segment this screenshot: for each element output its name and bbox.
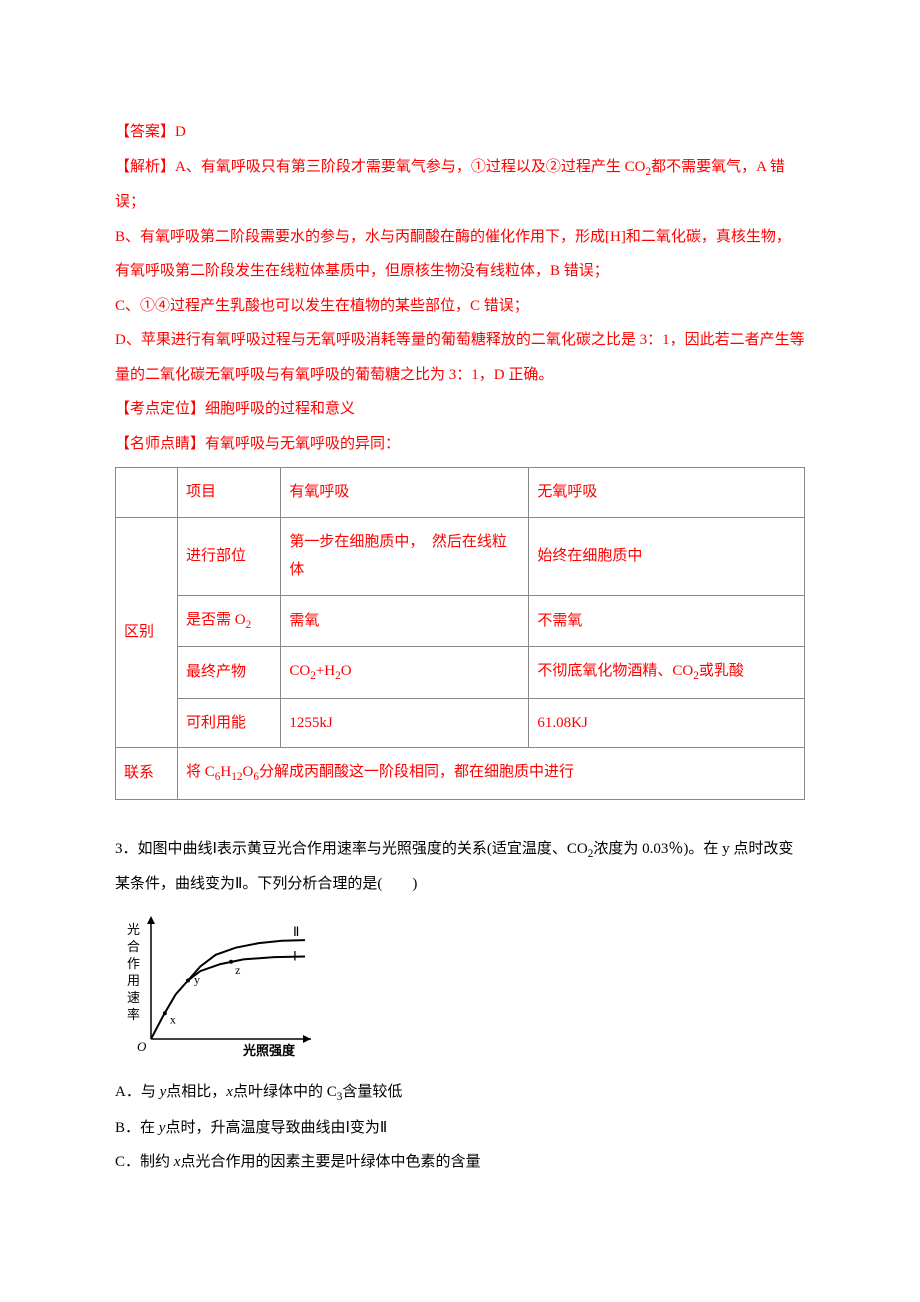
table-row: 可利用能 1255kJ 61.08KJ — [116, 698, 805, 748]
cell: 将 C6H12O6分解成丙酮酸这一阶段相同，都在细胞质中进行 — [178, 748, 805, 799]
text: O — [341, 663, 352, 679]
cell: 有氧呼吸 — [281, 468, 529, 518]
analysis-A: 【解析】A、有氧呼吸只有第三阶段才需要氧气参与，①过程以及②过程产生 CO2都不… — [115, 150, 805, 220]
text: CO — [289, 663, 310, 679]
table-row: 项目 有氧呼吸 无氧呼吸 — [116, 468, 805, 518]
svg-text:合: 合 — [127, 939, 140, 954]
cell: 1255kJ — [281, 698, 529, 748]
text: 含量较低 — [342, 1084, 402, 1100]
answer-label: 【答案】D — [115, 115, 805, 150]
svg-text:速: 速 — [127, 990, 140, 1005]
subscript: 2 — [246, 619, 252, 631]
analysis-B: B、有氧呼吸第二阶段需要水的参与，水与丙酮酸在酶的催化作用下，形成[H]和二氧化… — [115, 220, 805, 289]
chart-svg: 光合作用速率光照强度 O Ⅱ Ⅰx y z — [115, 912, 315, 1067]
text: 3．如图中曲线Ⅰ表示黄豆光合作用速率与光照强度的关系(适宜温度、CO — [115, 841, 588, 857]
svg-text:y: y — [194, 972, 200, 986]
cell — [116, 468, 178, 518]
table-row: 联系 将 C6H12O6分解成丙酮酸这一阶段相同，都在细胞质中进行 — [116, 748, 805, 799]
svg-text:O: O — [137, 1039, 147, 1054]
svg-text:Ⅱ: Ⅱ — [293, 924, 299, 939]
cell: 可利用能 — [178, 698, 281, 748]
cell: 不需氧 — [529, 595, 805, 646]
text: A、有氧呼吸只有第三阶段才需要氧气参与，①过程以及②过程产生 CO — [175, 159, 645, 175]
cell: 是否需 O2 — [178, 595, 281, 646]
text: 点叶绿体中的 C — [233, 1084, 337, 1100]
text: 分解成丙酮酸这一阶段相同，都在细胞质中进行 — [259, 764, 574, 780]
mingshi: 【名师点睛】有氧呼吸与无氧呼吸的异同： — [115, 427, 805, 462]
text: 不彻底氧化物酒精、CO — [537, 663, 693, 679]
subscript: 12 — [231, 771, 242, 783]
text: O — [242, 764, 253, 780]
cell: 61.08KJ — [529, 698, 805, 748]
q3-stem: 3．如图中曲线Ⅰ表示黄豆光合作用速率与光照强度的关系(适宜温度、CO2浓度为 0… — [115, 832, 805, 902]
cell: 联系 — [116, 748, 178, 799]
cell-group: 区别 — [116, 517, 178, 747]
text: 是否需 O — [186, 612, 246, 628]
analysis-C: C、①④过程产生乳酸也可以发生在植物的某些部位，C 错误； — [115, 289, 805, 324]
text: B．在 — [115, 1120, 159, 1136]
mingshi-label: 【名师点睛】 — [115, 436, 205, 452]
text: 点相比， — [166, 1084, 226, 1100]
table-row: 区别 进行部位 第一步在细胞质中， 然后在线粒体 始终在细胞质中 — [116, 517, 805, 595]
kaodian: 【考点定位】细胞呼吸的过程和意义 — [115, 392, 805, 427]
text: 将 C — [186, 764, 215, 780]
text: H — [220, 764, 231, 780]
q3-chart: 光合作用速率光照强度 O Ⅱ Ⅰx y z — [115, 912, 315, 1067]
svg-text:率: 率 — [127, 1007, 140, 1022]
cell: 始终在细胞质中 — [529, 517, 805, 595]
svg-text:作: 作 — [127, 956, 140, 971]
svg-text:z: z — [235, 963, 240, 977]
mingshi-text: 有氧呼吸与无氧呼吸的异同： — [205, 436, 400, 452]
comparison-table: 项目 有氧呼吸 无氧呼吸 区别 进行部位 第一步在细胞质中， 然后在线粒体 始终… — [115, 467, 805, 799]
kaodian-label: 【考点定位】 — [115, 401, 205, 417]
svg-text:Ⅰ: Ⅰ — [293, 948, 297, 963]
svg-text:光: 光 — [127, 922, 140, 937]
cell: 最终产物 — [178, 647, 281, 698]
kaodian-text: 细胞呼吸的过程和意义 — [205, 401, 355, 417]
cell: 需氧 — [281, 595, 529, 646]
q3-option-A: A．与 y点相比，x点叶绿体中的 C3含量较低 — [115, 1075, 805, 1111]
text: 点光合作用的因素主要是叶绿体中色素的含量 — [180, 1154, 480, 1170]
cell: 项目 — [178, 468, 281, 518]
q3-option-B: B．在 y点时，升高温度导致曲线由Ⅰ变为Ⅱ — [115, 1111, 805, 1146]
analysis-label: 【解析】 — [115, 159, 175, 175]
cell: 第一步在细胞质中， 然后在线粒体 — [281, 517, 529, 595]
text: +H — [316, 663, 335, 679]
analysis-D: D、苹果进行有氧呼吸过程与无氧呼吸消耗等量的葡萄糖释放的二氧化碳之比是 3：1，… — [115, 323, 805, 392]
text: A．与 — [115, 1084, 160, 1100]
cell: 无氧呼吸 — [529, 468, 805, 518]
cell: 进行部位 — [178, 517, 281, 595]
cell: 不彻底氧化物酒精、CO2或乳酸 — [529, 647, 805, 698]
table-row: 是否需 O2 需氧 不需氧 — [116, 595, 805, 646]
text: C．制约 — [115, 1154, 174, 1170]
svg-text:x: x — [170, 1012, 176, 1026]
q3-option-C: C．制约 x点光合作用的因素主要是叶绿体中色素的含量 — [115, 1145, 805, 1180]
cell: CO2+H2O — [281, 647, 529, 698]
text: 或乳酸 — [699, 663, 744, 679]
text: 点时，升高温度导致曲线由Ⅰ变为Ⅱ — [165, 1120, 387, 1136]
var-x: x — [226, 1084, 233, 1100]
svg-text:光照强度: 光照强度 — [242, 1043, 296, 1058]
table-row: 最终产物 CO2+H2O 不彻底氧化物酒精、CO2或乳酸 — [116, 647, 805, 698]
svg-text:用: 用 — [127, 973, 140, 988]
